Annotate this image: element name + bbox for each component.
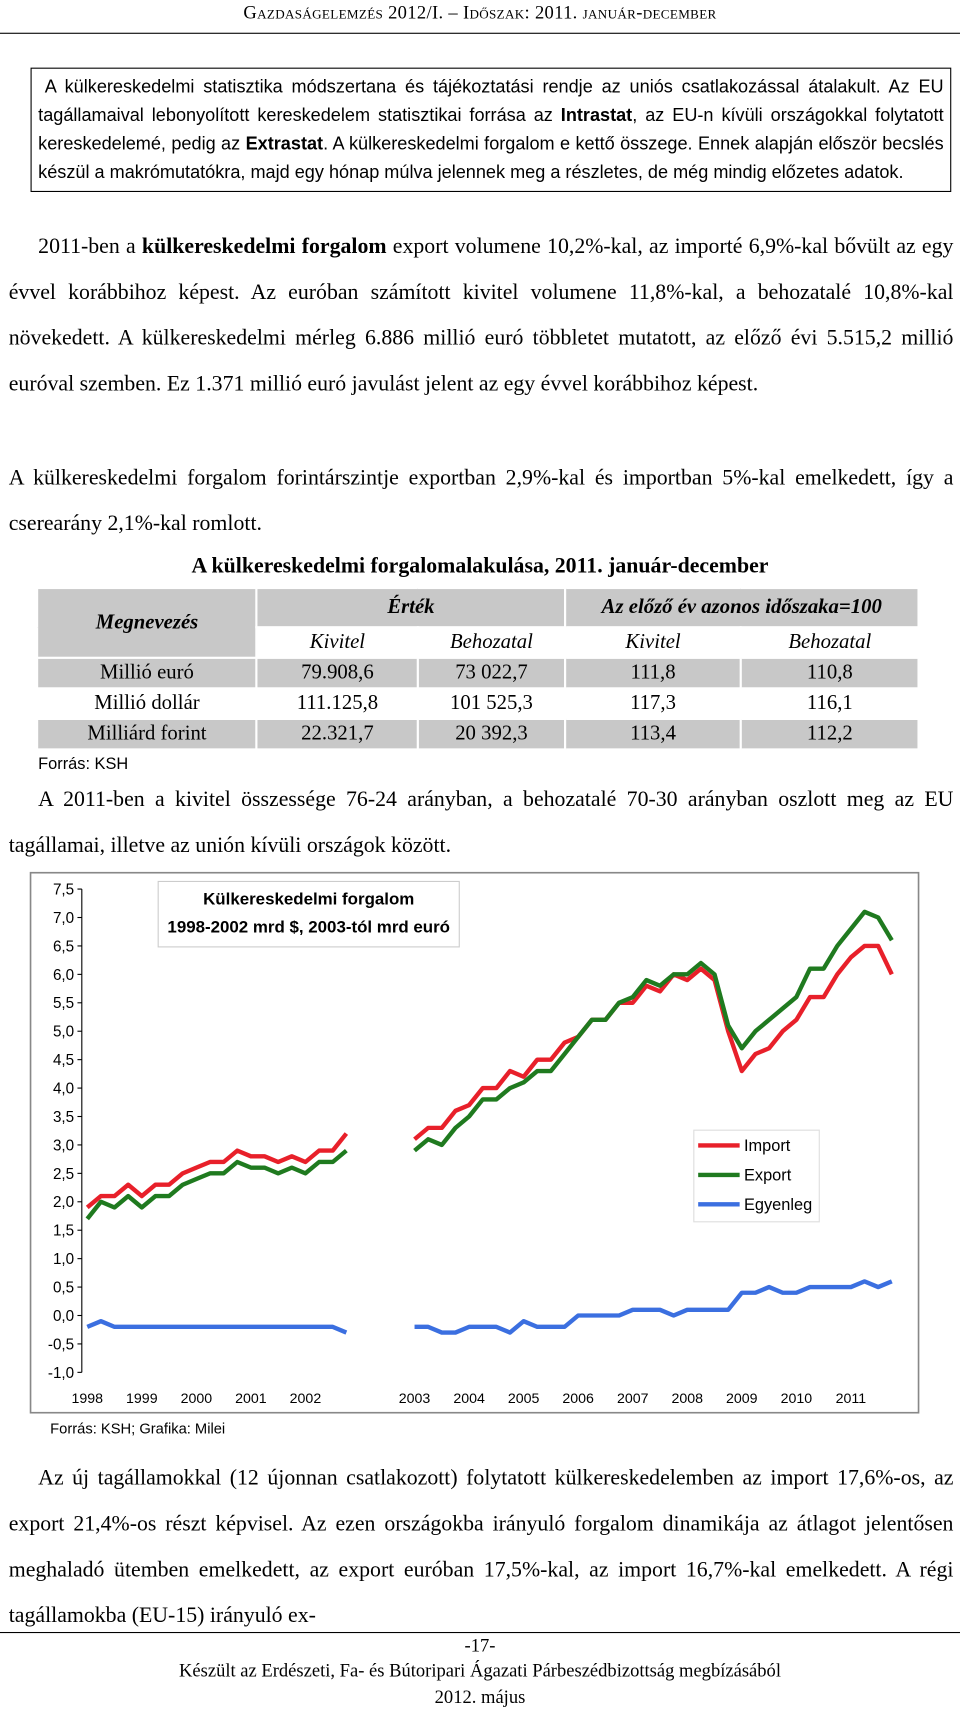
table-cell: 116,1 [740, 687, 920, 720]
table-header: Az előző év azonos időszaka=100 [563, 586, 920, 629]
footer-text: Készült az Erdészeti, Fa- és Bútoripari … [178, 1660, 781, 1682]
table-subheader: Kivitel [255, 626, 420, 659]
table-cell: 22.321,7 [255, 717, 420, 751]
text: A külkereskedelmi statisztika módszertan… [38, 76, 944, 126]
table-body: Millió euró 79.908,6 73 022,7 111,8 110,8 Mil… [35, 656, 920, 751]
x-tick-label: 2008 [672, 1391, 704, 1407]
text-bold: Intrastat [560, 104, 633, 126]
x-tick-label: 1999 [126, 1391, 158, 1407]
text: . A külkereskedelmi forgalom e kettő öss… [38, 133, 944, 183]
table-row: Milliárd forint 22.321,7 20 392,3 113,4 112,… [35, 717, 920, 751]
y-tick-label: 3,0 [53, 1137, 74, 1154]
y-tick-label: 1,5 [53, 1223, 74, 1240]
y-tick-label: 1,0 [53, 1251, 74, 1268]
x-tick-label: 2007 [617, 1391, 649, 1407]
table-subheader: Kivitel [563, 626, 743, 659]
legend-label: Export [744, 1166, 792, 1184]
table-cell: 111,8 [563, 656, 743, 690]
page-number: -17- [464, 1635, 496, 1656]
table-cell: 73 022,7 [416, 656, 567, 690]
x-tick-label: 2005 [508, 1391, 540, 1407]
x-tick-label: 2002 [290, 1391, 322, 1407]
text: A 2011-ben a kivitel összessége 76-24 ar… [8, 787, 954, 858]
table-subheader: Behozatal [740, 626, 920, 659]
y-tick-label: -0,5 [48, 1336, 74, 1353]
text: A külkereskedelmi forgalom forintárszint… [8, 465, 954, 536]
running-header: Gazdaságelemzés 2012/I. – Időszak: 2011.… [243, 2, 717, 23]
x-tick-label: 2011 [836, 1391, 867, 1407]
chart: Külkereskedelmi forgalom 1998-2002 mrd $… [29, 871, 920, 1437]
y-tick-label: 5,0 [53, 1024, 74, 1041]
text: Az új tagállamokkal (12 újonnan csatlako… [8, 1466, 954, 1628]
x-tick-label: 2003 [399, 1391, 431, 1407]
footer-rule [0, 1631, 960, 1634]
legend-label: Import [744, 1137, 791, 1155]
y-tick-label: 4,0 [53, 1081, 74, 1098]
table-cell: 117,3 [563, 687, 743, 720]
table-source: Forrás: KSH [38, 754, 129, 774]
x-tick-label: 2004 [453, 1391, 485, 1407]
table-cell: 101 525,3 [416, 687, 567, 720]
row-label: Milliárd forint [35, 717, 258, 751]
text: export volumene 10,2%-kal, az importé 6,… [8, 234, 954, 396]
paragraph: 2011-ben a külkereskedelmi forgalom expo… [9, 224, 954, 407]
text: 2011-ben a [38, 234, 142, 259]
y-tick-label: 7,0 [53, 910, 74, 927]
series-line [85, 909, 894, 1221]
x-tick-label: 2010 [781, 1391, 813, 1407]
paragraph: Az új tagállamokkal (12 újonnan csatlako… [9, 1455, 954, 1638]
y-tick-label: 4,5 [53, 1052, 74, 1069]
y-tick-label: 3,5 [53, 1109, 74, 1126]
text-bold: Extrastat [245, 133, 324, 154]
text-bold: külkereskedelmi forgalom [141, 234, 387, 259]
y-tick-label: 0,5 [53, 1280, 74, 1297]
x-tick-label: 2006 [562, 1391, 594, 1407]
table-header: Megnevezés [35, 586, 258, 659]
x-tick-label: 2009 [726, 1391, 758, 1407]
table-subheader: Behozatal [416, 626, 567, 659]
x-tick-label: 2001 [235, 1391, 267, 1407]
table-cell: 113,4 [563, 717, 743, 751]
y-tick-label: 0,0 [53, 1308, 74, 1325]
table-cell: 112,2 [740, 717, 920, 751]
table-header: Érték [255, 586, 567, 629]
paragraph: A külkereskedelmi forgalom forintárszint… [9, 455, 954, 547]
chart-source: Forrás: KSH; Grafika: Milei [50, 1421, 225, 1437]
table-cell: 20 392,3 [416, 717, 567, 751]
chart-title: 1998-2002 mrd $, 2003-tól mrd euró [167, 918, 450, 937]
y-tick-label: 6,5 [53, 938, 74, 955]
legend-label: Egyenleg [744, 1196, 812, 1214]
table-row: Millió dollár 111.125,8 101 525,3 117,3 116,… [35, 687, 920, 720]
table-row: Millió euró 79.908,6 73 022,7 111,8 110,8 [35, 656, 920, 690]
row-label: Millió dollár [35, 687, 258, 720]
x-tick-label: 1998 [72, 1391, 104, 1407]
data-table: Megnevezés Érték Az előző év azonos idős… [35, 586, 920, 751]
table-cell: 79.908,6 [255, 656, 420, 690]
paragraph: A 2011-ben a kivitel összessége 76-24 ar… [9, 777, 954, 869]
header-rule [0, 32, 960, 34]
table-title: A külkereskedelmi forgalomalakulása, 201… [191, 554, 769, 579]
series-line [85, 943, 894, 1210]
text: , az EU-n kívüli országokkal folytatott … [38, 104, 944, 154]
chart-title-box [157, 880, 460, 948]
series-line [86, 1279, 893, 1335]
y-tick-label: 5,5 [53, 995, 74, 1012]
y-tick-label: 2,0 [53, 1194, 74, 1211]
chart-title: Külkereskedelmi forgalom [203, 889, 414, 908]
y-tick-label: 2,5 [53, 1166, 74, 1183]
y-tick-label: 7,5 [53, 882, 74, 899]
y-tick-label: 6,0 [53, 967, 74, 984]
row-label: Millió euró [35, 656, 258, 690]
y-tick-label: -1,0 [48, 1365, 74, 1382]
info-box: A külkereskedelmi statisztika módszertan… [30, 67, 952, 192]
footer-text: 2012. május [434, 1686, 526, 1708]
table-cell: 111.125,8 [255, 687, 420, 720]
table-cell: 110,8 [740, 656, 920, 690]
x-tick-label: 2000 [181, 1391, 213, 1407]
